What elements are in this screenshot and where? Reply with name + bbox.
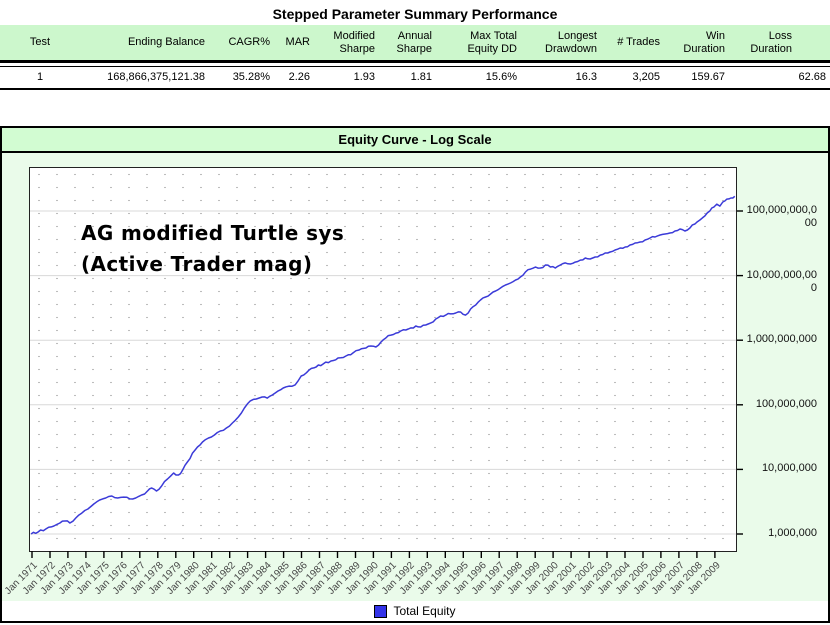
header-cell-annual-sharpe: Annual Sharpe (379, 25, 436, 63)
y-axis-label: 1,000,000 (768, 527, 817, 539)
y-axis-label: 1,000,000,000 (746, 333, 817, 345)
header-cell-loss-duration: Loss Duration (729, 25, 830, 63)
value-cell: 1.93 (314, 66, 379, 90)
header-cell-win-duration: Win Duration (664, 25, 729, 63)
value-cell: 15.6% (436, 66, 521, 90)
value-cell: 2.26 (274, 66, 314, 90)
table-rule (0, 61, 830, 67)
equity-curve-line (30, 195, 736, 535)
header-cell-longest-drawdown: Longest Drawdown (521, 25, 601, 63)
value-cell: 35.28% (209, 66, 274, 90)
equity-chart-panel: Equity Curve - Log Scale AG modified Tur… (0, 126, 830, 623)
y-axis-label: 10,000,000 (761, 462, 817, 474)
header-cell-ending balance: Ending Balance (80, 25, 209, 63)
legend-swatch-icon (374, 604, 388, 618)
equity-curve-chart (30, 195, 736, 535)
table-header-row: Test Ending Balance CAGR% MAR Modified Sharpe… (0, 25, 830, 63)
header-cell-# trades: # Trades (601, 25, 664, 63)
table-row: 1 168,866,375,121.38 35.28% 2.26 1.93 1.81 15.… (0, 66, 830, 90)
value-cell: 1.81 (379, 66, 436, 90)
legend-label: Total Equity (393, 604, 456, 618)
y-axis-ticks (737, 210, 743, 535)
y-axis-label: 10,000,000,000 (746, 269, 817, 294)
value-cell: 62.68 (729, 66, 830, 90)
value-cell: 168,866,375,121.38 (80, 66, 209, 90)
header-cell-max total-equity dd: Max Total Equity DD (436, 25, 521, 63)
summary-table: Test Ending Balance CAGR% MAR Modified Sharpe… (0, 25, 830, 90)
y-axis-label: 100,000,000,000 (746, 204, 817, 229)
value-cell: 159.67 (664, 66, 729, 90)
value-cell: 16.3 (521, 66, 601, 90)
header-cell-modified-sharpe: Modified Sharpe (314, 25, 379, 63)
header-cell-mar: MAR (274, 25, 314, 63)
chart-annotation: AG modified Turtle sys (Active Trader mag… (81, 221, 345, 276)
chart-legend: Total Equity (2, 601, 828, 621)
chart-title: Equity Curve - Log Scale (2, 128, 828, 153)
header-cell-test: Test (0, 25, 80, 63)
x-axis-ticks (31, 551, 716, 558)
header-cell-cagr%: CAGR% (209, 25, 274, 63)
page-title: Stepped Parameter Summary Performance (272, 6, 558, 22)
plot-area: AG modified Turtle sys (Active Trader mag… (29, 167, 737, 552)
value-cell: 3,205 (601, 66, 664, 90)
y-axis-label: 100,000,000 (755, 398, 817, 410)
value-cell: 1 (0, 66, 80, 90)
